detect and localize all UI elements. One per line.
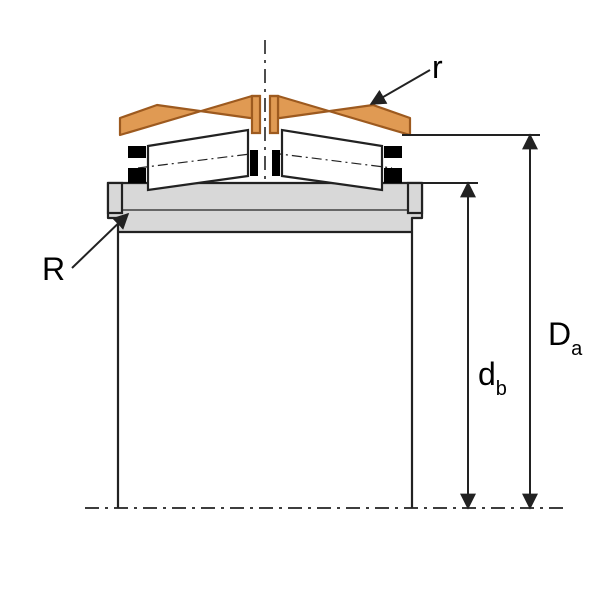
leader-R — [72, 214, 128, 268]
cage-section — [128, 146, 146, 158]
cage-section — [272, 150, 280, 176]
inner-ring-step-left — [108, 183, 122, 213]
label-Da: Da — [548, 316, 583, 360]
cage-section — [128, 168, 146, 183]
leader-r — [371, 70, 430, 104]
cage-section — [250, 150, 258, 176]
outer-ring-center-right — [270, 96, 278, 133]
outer-ring-left — [120, 96, 252, 135]
inner-ring-step-right — [408, 183, 422, 213]
inner-ring — [108, 183, 422, 232]
label-R: R — [42, 251, 65, 287]
cage-section — [384, 168, 402, 183]
outer-ring-right — [278, 96, 410, 135]
bearing-cross-section-diagram: Rr Dadb — [0, 0, 600, 600]
label-r: r — [432, 49, 443, 85]
cage-section — [384, 146, 402, 158]
outer-ring-center-left — [252, 96, 260, 133]
label-db: db — [478, 356, 507, 400]
